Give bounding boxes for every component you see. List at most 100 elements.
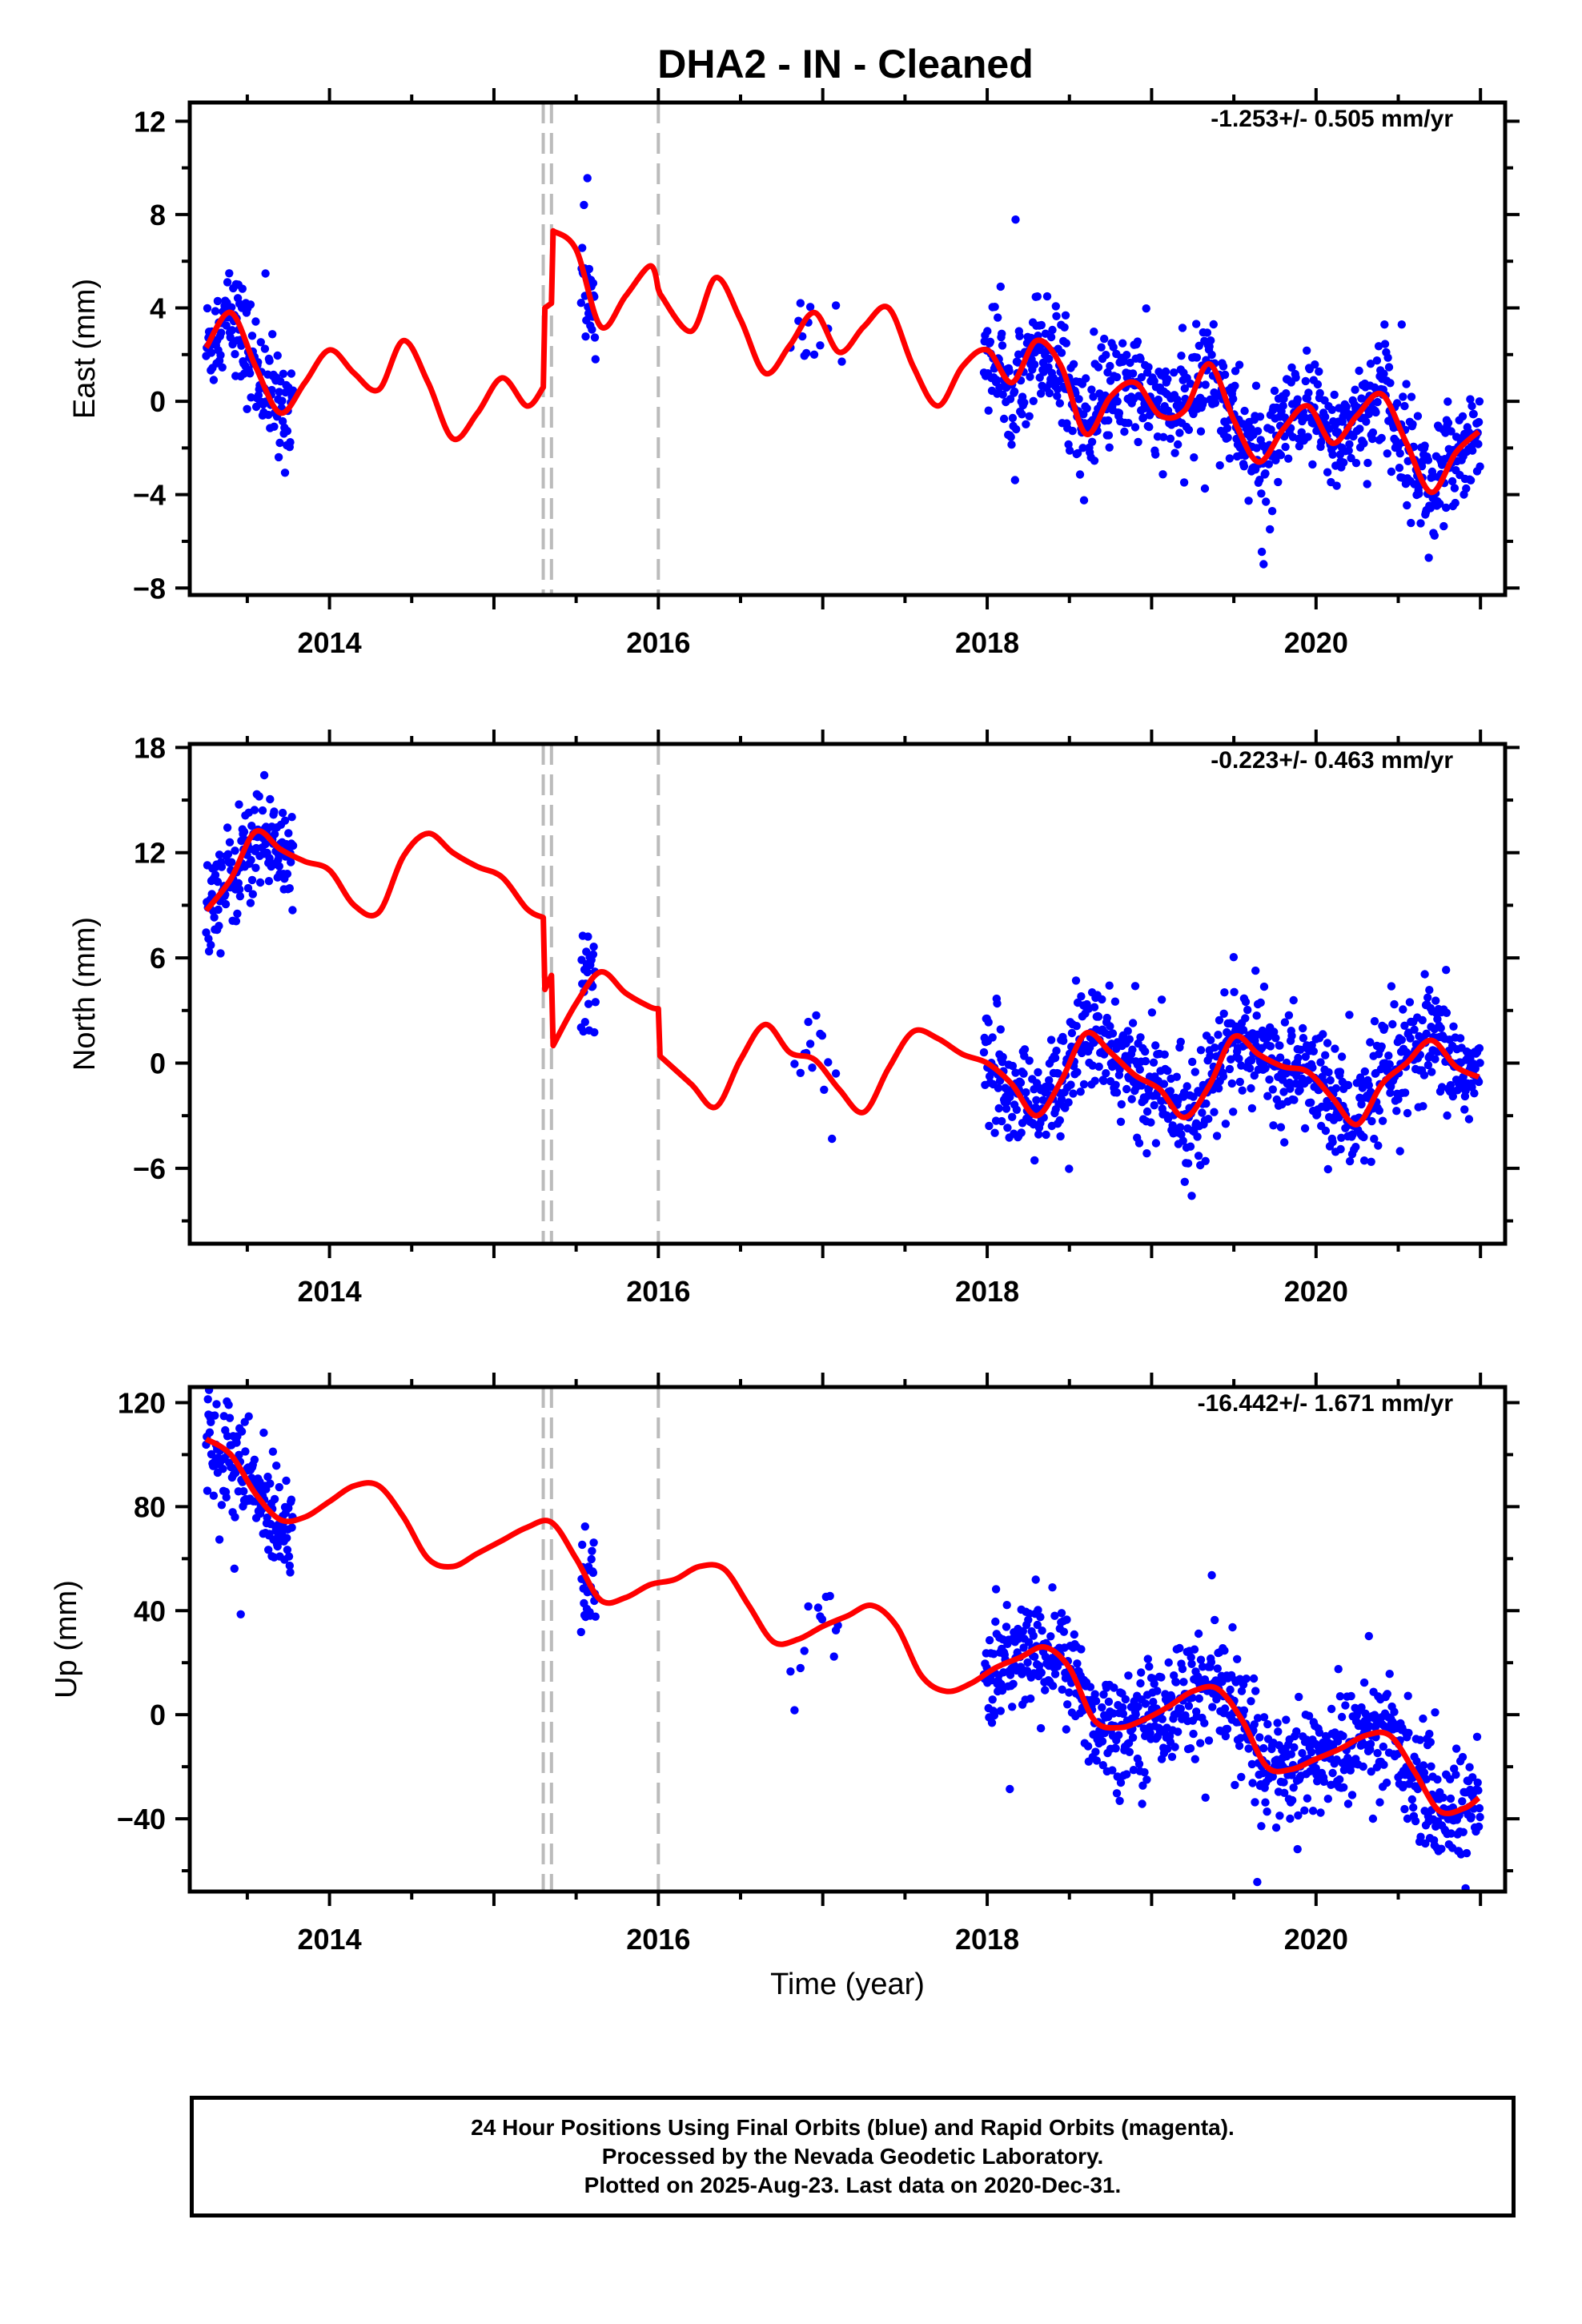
data-point [251,317,260,326]
data-point [1178,1136,1187,1145]
data-point [1099,1690,1108,1699]
y-tick-label: 8 [150,199,166,231]
data-point [1474,1786,1483,1795]
data-point [1423,456,1433,464]
data-point [1468,1773,1477,1782]
data-point [1385,1059,1394,1069]
data-point [1061,311,1070,320]
data-point [1267,507,1277,516]
data-point [997,1679,1006,1689]
data-point [251,863,260,872]
data-point [1077,1645,1086,1654]
data-point [1164,1658,1173,1667]
data-point [1104,431,1114,440]
data-point [990,303,999,312]
data-point [1239,462,1249,471]
data-point [204,947,214,956]
data-point [1090,456,1099,465]
data-point [1368,434,1377,444]
data-point [1204,1736,1214,1745]
data-point [1297,428,1306,436]
data-point [1145,1662,1154,1671]
data-point [1323,1039,1332,1047]
data-point [1105,981,1114,990]
data-point [1219,1009,1228,1019]
data-point [1154,395,1163,404]
data-point [1175,428,1184,437]
data-point [1187,1659,1196,1668]
data-point [1437,1844,1446,1853]
data-point [218,363,227,372]
data-point [1102,1069,1110,1078]
data-point [231,350,239,359]
data-point [1113,1772,1122,1781]
data-point [1178,1664,1187,1674]
data-point [589,943,598,951]
data-point [1439,1793,1447,1802]
data-point [1407,392,1416,401]
data-point [1386,379,1395,388]
data-point [213,877,223,887]
data-point [1177,352,1186,360]
data-point [1231,381,1239,390]
data-point [255,878,265,887]
data-point [1016,1078,1026,1088]
data-point [1379,1760,1388,1769]
data-point [274,850,283,860]
data-point [1011,215,1020,224]
data-point [984,1018,993,1027]
data-point [790,1706,799,1715]
data-point [1331,1044,1339,1053]
data-point [1192,353,1202,362]
data-point [1397,1035,1407,1044]
data-point [1090,1003,1099,1011]
data-point [1041,1652,1050,1661]
data-point [1177,1130,1186,1139]
data-point [1129,1766,1138,1775]
data-point [1473,1778,1482,1787]
data-point [1289,995,1298,1005]
data-point [285,884,294,893]
data-point [1301,1052,1311,1061]
data-point [1108,1029,1118,1038]
data-point [1223,424,1232,432]
data-point [1172,1072,1182,1081]
up-points [202,1385,1484,1893]
data-point [1375,1106,1384,1116]
data-point [1219,362,1228,371]
data-point [1174,440,1182,449]
data-point [1053,392,1062,400]
data-point [1287,363,1296,372]
data-point [286,1568,295,1577]
data-point [1366,360,1375,368]
data-point [1321,1051,1330,1059]
data-point [1229,394,1238,404]
data-point [1002,1601,1011,1610]
y-tick-label: 4 [150,292,166,324]
data-point [1466,395,1475,404]
data-point [1226,1685,1235,1695]
data-point [270,422,279,431]
data-point [1087,385,1096,394]
data-point [802,348,811,358]
north-y-axis-label: North (mm) [68,917,102,1071]
data-point [1317,437,1326,447]
data-point [1375,1798,1384,1807]
data-point [1227,1079,1237,1088]
data-point [284,1504,293,1513]
data-point [1225,1064,1235,1074]
data-point [1170,368,1178,377]
data-point [1323,1795,1333,1803]
data-point [1274,1727,1283,1736]
data-point [1337,1133,1346,1143]
data-point [1418,1015,1427,1025]
data-point [998,1116,1006,1126]
data-point [1136,355,1145,364]
data-point [1308,1807,1318,1815]
data-point [798,332,807,341]
footer-line-plotted: Plotted on 2025-Aug-23. Last data on 202… [584,2173,1122,2197]
data-point [1122,1084,1131,1094]
data-point [996,282,1006,292]
data-point [1363,458,1372,468]
data-point [590,333,600,342]
